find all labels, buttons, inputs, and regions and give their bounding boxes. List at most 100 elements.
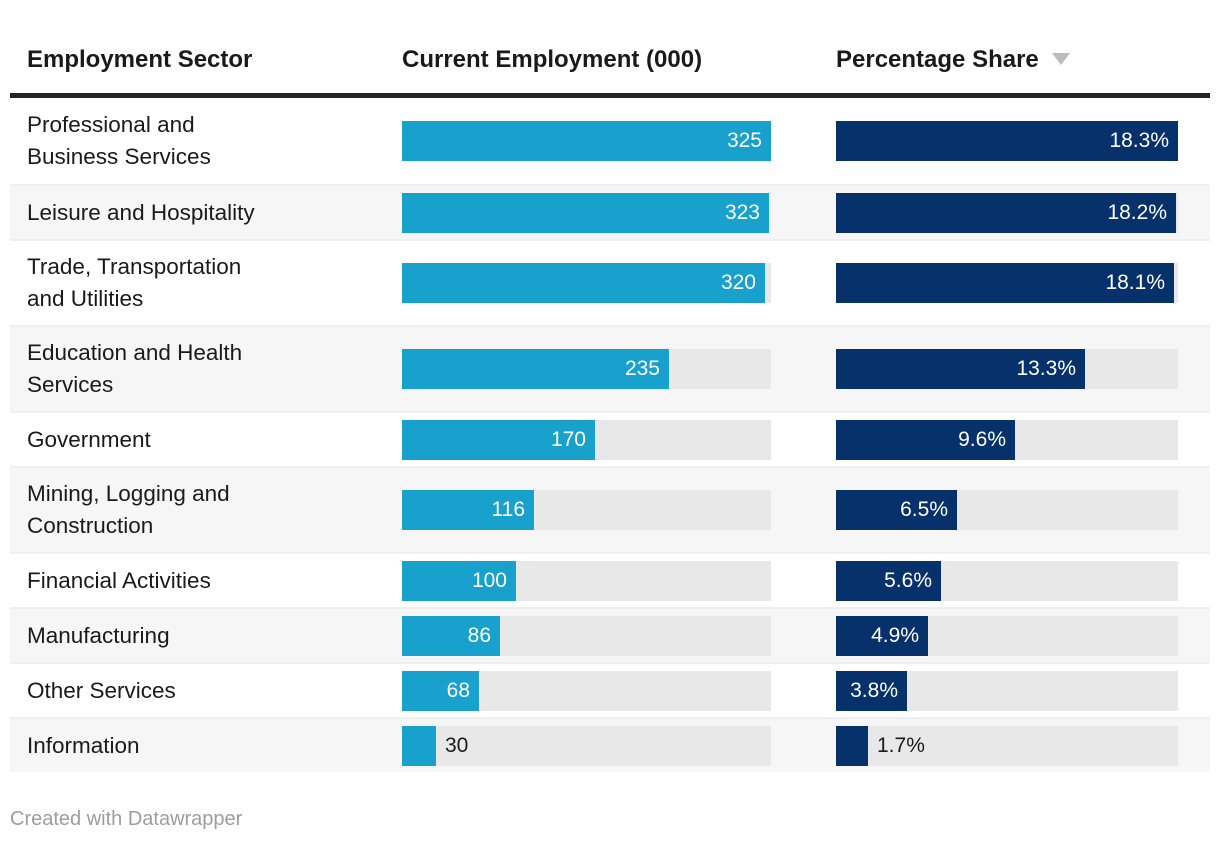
- sector-label: Other Services: [27, 677, 176, 703]
- share-bar-track: 18.1%: [836, 263, 1178, 303]
- table-row: Trade, Transportation and Utilities 320 18…: [10, 239, 1210, 325]
- share-bar: 6.5%: [836, 490, 957, 530]
- employment-bar-track: 100: [402, 560, 771, 601]
- employment-bar-track-cell: 320: [402, 263, 771, 303]
- sector-label: Education and Health Services: [27, 340, 243, 397]
- column-header-employment-sector[interactable]: Employment Sector: [27, 46, 253, 73]
- employment-value-label: 68: [446, 678, 470, 702]
- share-bar-track-cell: 6.5%: [836, 490, 1178, 530]
- employment-bar: 320: [402, 263, 765, 303]
- employment-bar: [402, 725, 436, 766]
- table-row: Professional and Business Services 325 18.…: [10, 98, 1210, 184]
- table-row: Information 30 1.7%: [10, 717, 1210, 772]
- sector-label: Trade, Transportation and Utilities: [27, 254, 242, 311]
- employment-bar-track-cell: 68: [402, 670, 771, 711]
- share-bar-track-cell: 13.3%: [836, 349, 1178, 389]
- sector-label: Leisure and Hospitality: [27, 199, 255, 225]
- employment-bar-track-cell: 100: [402, 560, 771, 601]
- table-row: Government 170 9.6%: [10, 411, 1210, 466]
- table-row: Financial Activities 100 5.6%: [10, 552, 1210, 607]
- share-bar-track-cell: 18.2%: [836, 192, 1178, 233]
- sector-label: Financial Activities: [27, 567, 211, 593]
- employment-value-label: 116: [491, 498, 525, 521]
- employment-bar-track: 116: [402, 490, 771, 530]
- sector-label: Manufacturing: [27, 622, 170, 648]
- employment-value-label: 170: [550, 427, 586, 451]
- share-bar: 9.6%: [836, 419, 1015, 460]
- share-value-label: 13.3%: [1016, 357, 1076, 380]
- share-value-label: 18.3%: [1109, 129, 1169, 152]
- table-header-row: Employment Sector Current Employment (00…: [10, 0, 1210, 98]
- employment-bar-track-cell: 116: [402, 490, 771, 530]
- share-bar-track: 5.6%: [836, 560, 1178, 601]
- share-bar-track-cell: 3.8%: [836, 670, 1178, 711]
- sector-label: Government: [27, 426, 151, 452]
- share-bar-track-cell: 1.7%: [836, 725, 1178, 766]
- employment-value-label: 235: [624, 357, 660, 380]
- datawrapper-credit-link[interactable]: Created with Datawrapper: [10, 808, 243, 830]
- employment-bar-track: 170: [402, 419, 771, 460]
- share-bar: 18.1%: [836, 263, 1174, 303]
- employment-bar-track-cell: 30: [402, 725, 771, 766]
- employment-bar-track: 235: [402, 349, 771, 389]
- employment-bar-track: 86: [402, 615, 771, 656]
- column-header-percentage-share[interactable]: Percentage Share: [836, 46, 1178, 74]
- share-bar-track: 18.3%: [836, 121, 1178, 161]
- share-value-label: 4.9%: [871, 623, 919, 647]
- share-bar-track: 13.3%: [836, 349, 1178, 389]
- table-row: Manufacturing 86 4.9%: [10, 607, 1210, 662]
- share-value-label: 9.6%: [958, 427, 1006, 451]
- employment-value-label: 320: [720, 271, 756, 294]
- share-bar: 5.6%: [836, 560, 941, 601]
- table-body: Professional and Business Services 325 18.…: [10, 98, 1210, 772]
- share-bar-track: 4.9%: [836, 615, 1178, 656]
- sector-label: Professional and Business Services: [27, 112, 211, 169]
- share-bar-track: 3.8%: [836, 670, 1178, 711]
- share-value-label: 3.8%: [850, 678, 898, 702]
- share-bar: 13.3%: [836, 349, 1085, 389]
- employment-bar-track-cell: 86: [402, 615, 771, 656]
- share-bar-track: 1.7%: [836, 725, 1178, 766]
- datawrapper-table-chart: Employment Sector Current Employment (00…: [10, 0, 1210, 831]
- employment-bar-track: 30: [402, 725, 771, 766]
- share-bar: 3.8%: [836, 670, 907, 711]
- sort-descending-icon: [1051, 53, 1070, 65]
- share-bar-track: 6.5%: [836, 490, 1178, 530]
- employment-bar-track-cell: 235: [402, 349, 771, 389]
- employment-value-label: 100: [471, 568, 507, 592]
- employment-bar-track: 323: [402, 192, 771, 233]
- share-value-label: 18.1%: [1105, 271, 1165, 294]
- share-bar-track-cell: 9.6%: [836, 419, 1178, 460]
- column-header-current-employment[interactable]: Current Employment (000): [402, 46, 703, 73]
- employment-value-label: 325: [726, 129, 762, 152]
- table-row: Other Services 68 3.8%: [10, 662, 1210, 717]
- employment-bar-track-cell: 170: [402, 419, 771, 460]
- table-row: Education and Health Services 235 13.3%: [10, 325, 1210, 411]
- employment-bar-track-cell: 323: [402, 192, 771, 233]
- employment-bar: 86: [402, 615, 500, 656]
- employment-value-label: 30: [445, 733, 469, 757]
- share-bar-track-cell: 4.9%: [836, 615, 1178, 656]
- column-header-percentage-share-label: Percentage Share: [836, 46, 1039, 73]
- share-bar-track: 9.6%: [836, 419, 1178, 460]
- employment-bar: 170: [402, 419, 595, 460]
- employment-bar: 100: [402, 560, 516, 601]
- share-value-label: 6.5%: [900, 498, 948, 521]
- share-value-label: 1.7%: [877, 733, 925, 757]
- share-bar: 18.3%: [836, 121, 1178, 161]
- employment-bar-track: 320: [402, 263, 771, 303]
- share-bar-track-cell: 18.1%: [836, 263, 1178, 303]
- employment-value-label: 86: [467, 623, 491, 647]
- share-bar: [836, 725, 868, 766]
- employment-bar-track: 68: [402, 670, 771, 711]
- employment-bar-track: 325: [402, 121, 771, 161]
- employment-bar: 325: [402, 121, 771, 161]
- sector-label: Information: [27, 732, 140, 758]
- employment-value-label: 323: [724, 200, 760, 224]
- share-bar: 4.9%: [836, 615, 928, 656]
- share-value-label: 5.6%: [884, 568, 932, 592]
- share-bar-track-cell: 5.6%: [836, 560, 1178, 601]
- employment-bar-track-cell: 325: [402, 121, 771, 161]
- share-value-label: 18.2%: [1107, 200, 1167, 224]
- employment-bar: 68: [402, 670, 479, 711]
